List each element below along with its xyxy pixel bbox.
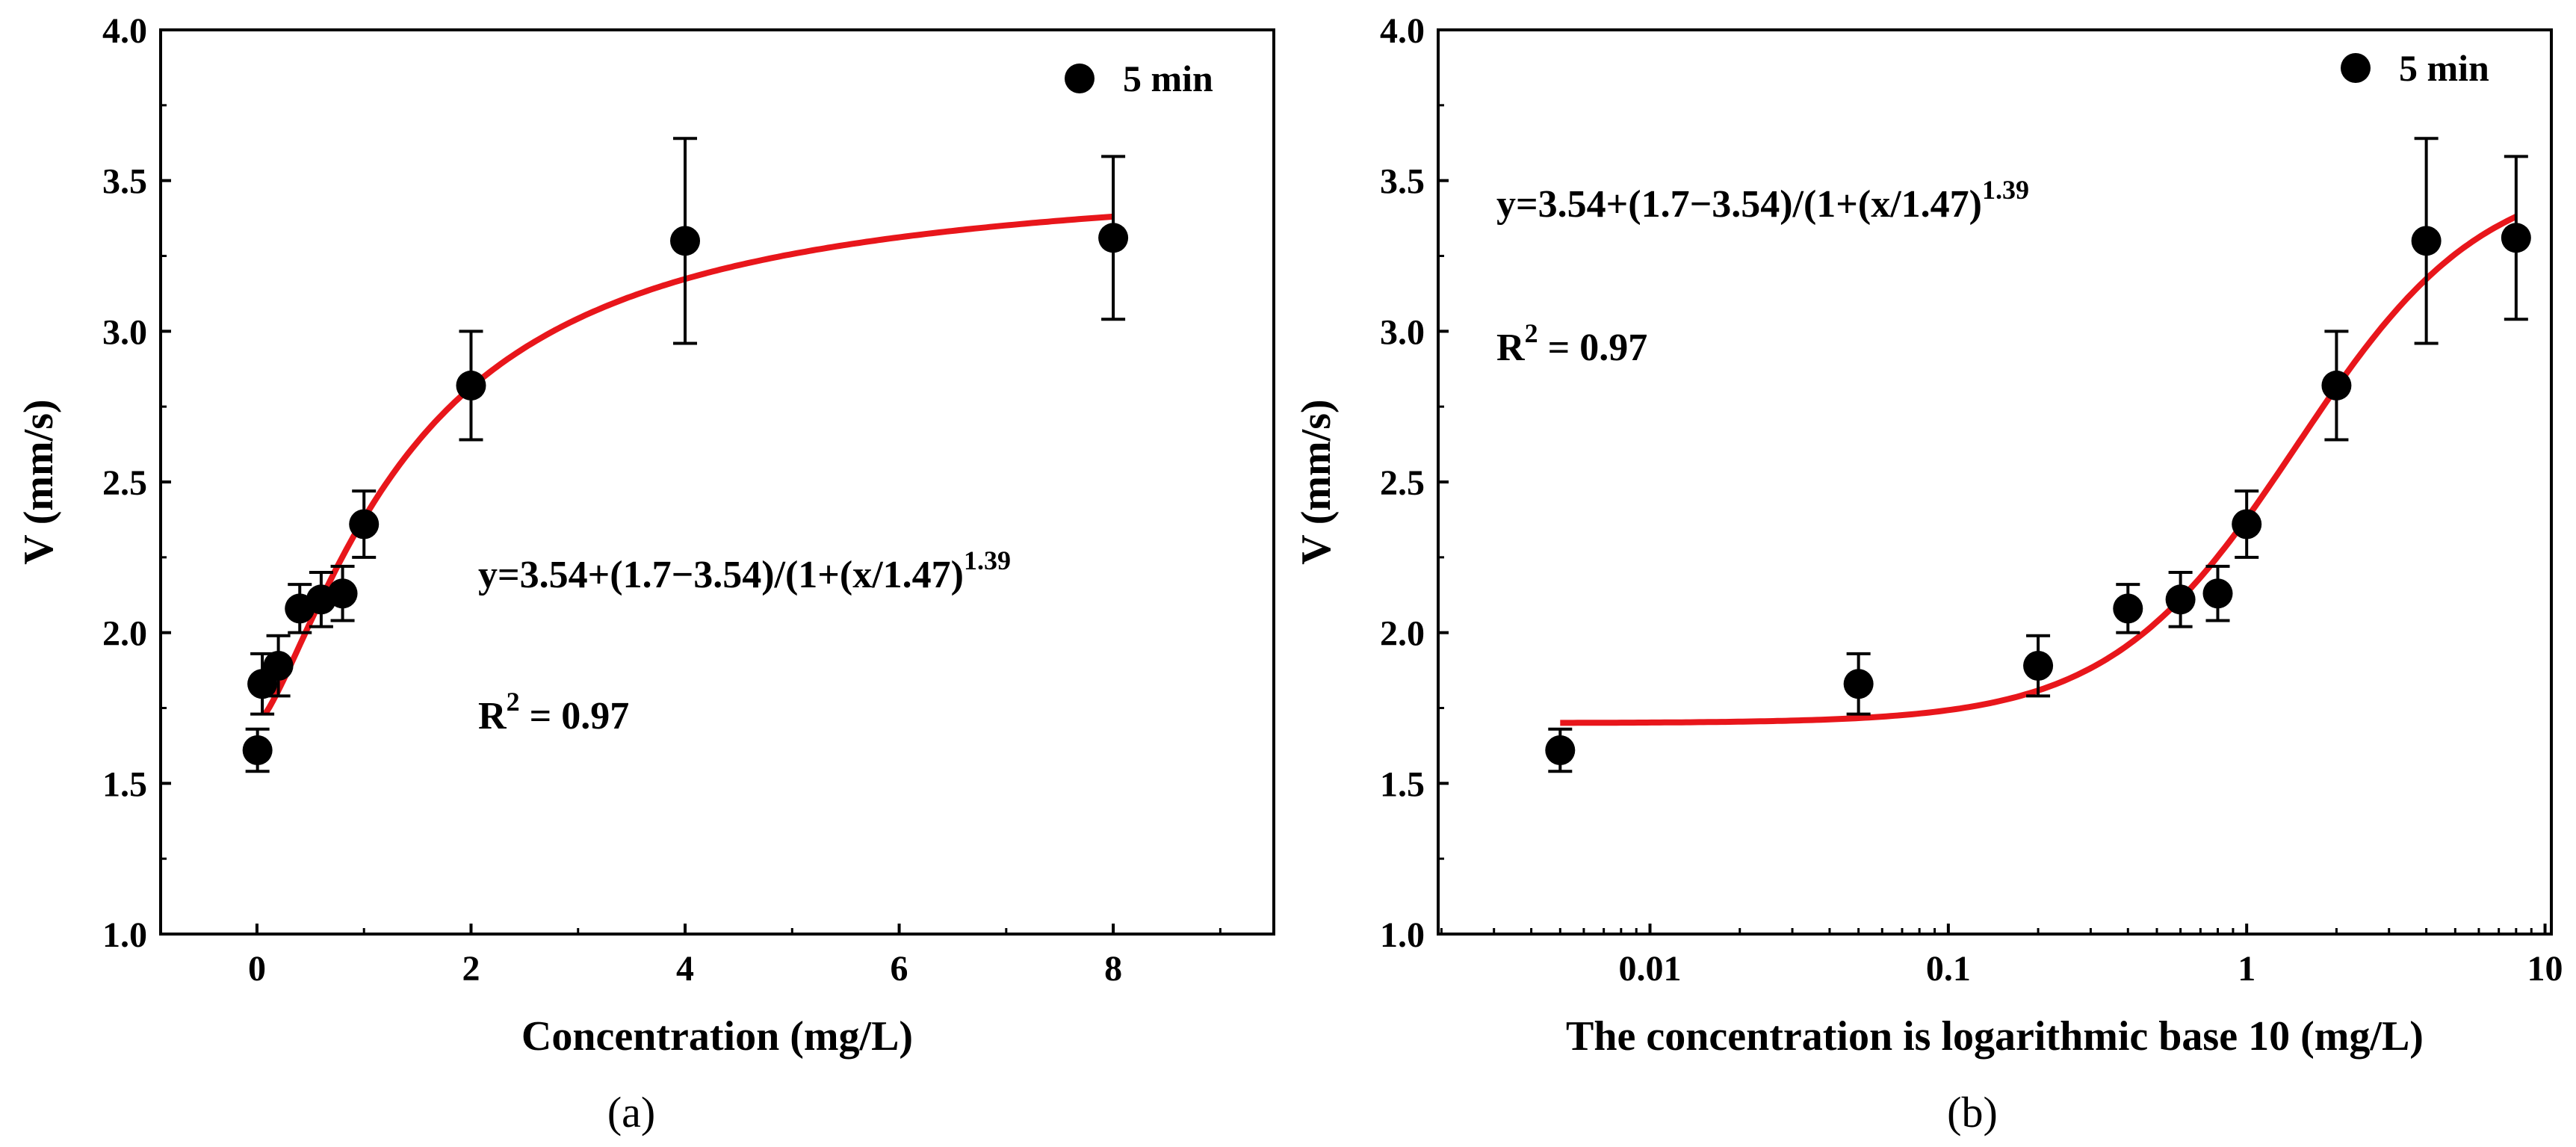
fit-equation: y=3.54+(1.7−3.54)/(1+(x/1.47)1.39	[1496, 175, 2029, 226]
data-point	[2411, 226, 2442, 256]
y-tick-label: 3.0	[1380, 312, 1425, 352]
x-tick-label: 0.01	[1619, 949, 1682, 989]
fit-equation-superscript: 1.39	[1982, 175, 2029, 205]
panel-caption: (b)	[1947, 1088, 1998, 1137]
x-tick-label: 0	[248, 949, 266, 989]
y-axis-label: V (mm/s)	[1293, 399, 1340, 564]
fit-equation: y=3.54+(1.7−3.54)/(1+(x/1.47)1.39	[478, 545, 1011, 596]
x-axis-label: Concentration (mg/L)	[521, 1013, 913, 1060]
r-squared: R2 = 0.97	[478, 687, 629, 738]
data-point	[2165, 584, 2196, 615]
r-squared-suffix: = 0.97	[520, 695, 630, 738]
data-point	[349, 509, 380, 540]
y-tick-label: 1.0	[1380, 915, 1425, 955]
data-point	[2113, 593, 2143, 624]
legend-label: 5 min	[1123, 58, 1213, 99]
y-tick-label: 3.5	[1380, 162, 1425, 202]
panel-b: 1.0 1.5 2.0 2.5 3.0 3.5 4.0 0.01 0.1 1 10 5 min y=3.…	[1293, 11, 2563, 1137]
x-axis-label: The concentration is logarithmic base 10…	[1566, 1013, 2424, 1060]
fit-equation-main: y=3.54+(1.7−3.54)/(1+(x/1.47)	[1496, 183, 1982, 226]
y-tick-label: 3.5	[102, 162, 147, 202]
data-point	[2023, 651, 2054, 681]
y-tick-label: 1.0	[102, 915, 147, 955]
legend-label: 5 min	[2399, 47, 2489, 89]
y-tick-label: 2.0	[102, 614, 147, 654]
r-squared: R2 = 0.97	[1496, 318, 1647, 369]
data-point	[456, 370, 486, 401]
y-tick-label: 2.0	[1380, 614, 1425, 654]
data-point	[1098, 223, 1129, 253]
plot-frame	[159, 28, 1275, 936]
y-tick-label: 2.5	[102, 463, 147, 503]
y-tick-label: 1.5	[1380, 764, 1425, 804]
y-tick-label: 1.5	[102, 764, 147, 804]
data-point	[327, 578, 358, 609]
y-tick-label: 2.5	[1380, 463, 1425, 503]
x-tick-label: 6	[891, 949, 908, 989]
x-tick-label: 0.1	[1926, 949, 1971, 989]
legend-marker	[1065, 64, 1095, 93]
data-point	[1545, 735, 1576, 765]
fit-equation-main: y=3.54+(1.7−3.54)/(1+(x/1.47)	[478, 554, 964, 596]
data-point	[263, 651, 294, 681]
data-point	[2321, 370, 2352, 401]
data-point	[242, 735, 273, 765]
x-tick-label: 10	[2527, 949, 2563, 989]
panel-a: 1.0 1.5 2.0 2.5 3.0 3.5 4.0 0 2 4 6 8 5 min y=3.54+(1…	[16, 11, 1275, 1137]
y-tick-label: 3.0	[102, 312, 147, 352]
x-tick-label: 4	[676, 949, 694, 989]
r-squared-main: R	[1496, 327, 1526, 369]
data-point	[2202, 578, 2233, 609]
panel-caption: (a)	[607, 1088, 655, 1137]
r-squared-main: R	[478, 695, 507, 738]
plot-frame	[1437, 28, 2553, 936]
fit-curve	[262, 213, 1114, 716]
data-point	[1843, 669, 1874, 699]
x-tick-label: 8	[1104, 949, 1122, 989]
legend-marker	[2341, 53, 2371, 83]
x-tick-label: 2	[462, 949, 480, 989]
r-squared-superscript: 2	[507, 687, 520, 717]
r-squared-suffix: = 0.97	[1538, 327, 1648, 369]
data-point	[2501, 223, 2531, 253]
data-point	[2232, 509, 2262, 540]
r-squared-superscript: 2	[1525, 318, 1538, 348]
y-axis-label: V (mm/s)	[16, 399, 62, 564]
y-tick-label: 4.0	[102, 11, 147, 51]
x-tick-label: 1	[2238, 949, 2255, 989]
y-tick-label: 4.0	[1380, 11, 1425, 51]
data-point	[670, 226, 701, 256]
fit-equation-superscript: 1.39	[964, 545, 1011, 575]
